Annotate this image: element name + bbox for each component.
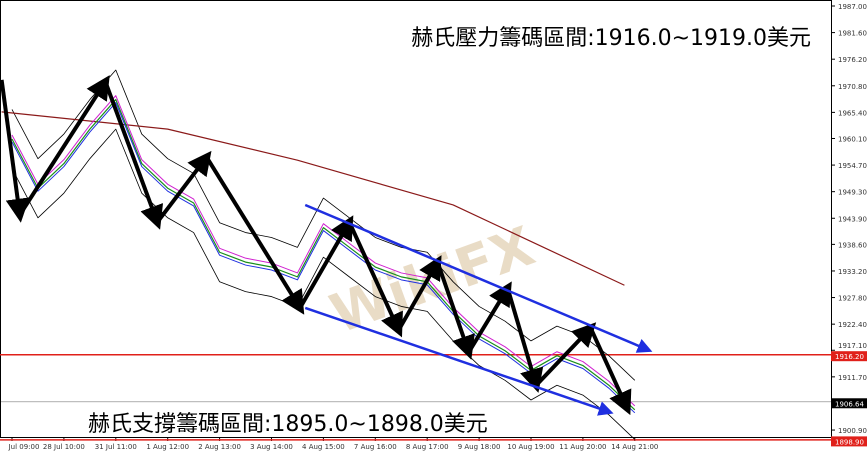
x-tick-label: 31 Jul 11:00 xyxy=(95,443,137,451)
x-tick-label: 1 Aug 12:00 xyxy=(146,443,189,451)
zigzag-arrow xyxy=(396,255,442,332)
y-tick-label: 1970.80 xyxy=(838,83,867,91)
y-tick-label: 1933.20 xyxy=(838,268,867,276)
zigzag-arrow xyxy=(588,327,632,416)
y-tick-label: 1943.90 xyxy=(838,215,867,223)
y-tick-label: 1911.70 xyxy=(838,374,867,382)
channel-upper-line xyxy=(304,203,653,353)
zigzag-arrow xyxy=(204,156,305,315)
y-tick-label: 1938.60 xyxy=(838,241,867,249)
price-label-bg xyxy=(831,436,867,447)
zigzag-arrow xyxy=(18,75,110,216)
zigzag-arrow xyxy=(435,261,475,360)
y-tick-label: 1949.30 xyxy=(838,189,867,197)
zigzag-arrow xyxy=(505,287,544,393)
y-tick-label: 1960.10 xyxy=(838,135,867,143)
y-tick-label: 1922.40 xyxy=(838,321,867,329)
x-tick-label: Jul 09:00 xyxy=(8,443,40,451)
support-annotation: 赫氏支撐籌碼區間:1895.0~1898.0美元 xyxy=(88,412,488,437)
x-tick-label: 3 Aug 14:00 xyxy=(250,443,293,451)
price-label: 1916.20 xyxy=(835,353,864,361)
x-tick-label: 9 Aug 18:00 xyxy=(458,443,501,451)
y-tick-label: 1981.60 xyxy=(838,30,867,38)
bollinger-lower xyxy=(11,128,636,440)
x-tick-label: 4 Aug 15:00 xyxy=(302,443,345,451)
plot-frame xyxy=(0,0,832,438)
zigzag-arrow xyxy=(298,215,354,309)
zigzag-arrow xyxy=(155,150,212,224)
y-tick-label: 1965.40 xyxy=(838,109,867,117)
y-tick-label: 1976.20 xyxy=(838,56,867,64)
zigzag-arrow xyxy=(103,81,164,230)
price-label: 1898.90 xyxy=(835,438,864,446)
zigzag-arrow xyxy=(534,322,597,387)
price-label: 1906.64 xyxy=(835,400,864,408)
x-tick-label: 10 Aug 19:00 xyxy=(507,443,554,451)
bollinger-upper xyxy=(11,69,636,381)
y-tick-label: 1927.80 xyxy=(838,295,867,303)
x-tick-label: 14 Aug 21:00 xyxy=(611,443,658,451)
y-tick-label: 1954.70 xyxy=(838,162,867,170)
x-tick-label: 7 Aug 16:00 xyxy=(354,443,397,451)
resistance-annotation: 赫氏壓力籌碼區間:1916.0~1919.0美元 xyxy=(411,26,811,51)
channel-lower-line xyxy=(304,306,614,416)
y-tick-label: 1900.90 xyxy=(838,427,867,435)
x-tick-label: 8 Aug 17:00 xyxy=(406,443,449,451)
y-tick-label: 1987.00 xyxy=(838,3,867,11)
zigzag-arrow xyxy=(347,221,403,338)
x-tick-label: 11 Aug 20:00 xyxy=(559,443,606,451)
price-line xyxy=(11,98,636,411)
x-tick-label: 2 Aug 13:00 xyxy=(198,443,241,451)
x-tick-label: 28 Jul 10:00 xyxy=(43,443,85,451)
long-moving-average xyxy=(1,111,625,286)
price-label-bg xyxy=(831,351,867,362)
y-tick-label: 1917.10 xyxy=(838,342,867,350)
zigzag-arrow xyxy=(467,281,512,354)
short-moving-average xyxy=(11,95,636,407)
price-label-bg xyxy=(831,398,867,409)
zigzag-arrow xyxy=(0,79,30,223)
